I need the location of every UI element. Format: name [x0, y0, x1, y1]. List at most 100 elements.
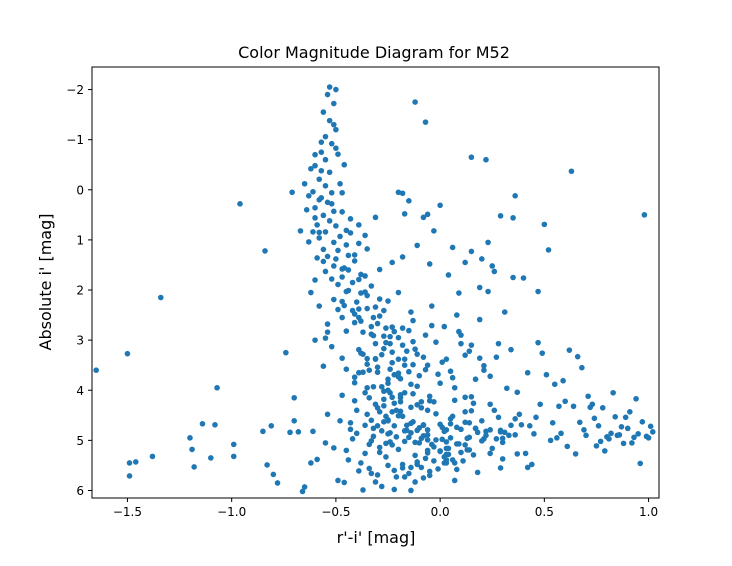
data-point	[391, 486, 398, 493]
data-point	[301, 180, 308, 187]
data-point	[395, 334, 402, 341]
data-point	[420, 422, 427, 428]
y-tick-label: −2	[66, 83, 84, 97]
data-point	[312, 277, 318, 283]
data-point	[437, 380, 443, 387]
data-point	[637, 460, 644, 467]
data-point	[412, 99, 418, 105]
x-axis-label: r'-i' [mag]	[337, 528, 416, 547]
data-point	[322, 229, 329, 235]
data-point	[339, 298, 345, 305]
data-point	[314, 255, 320, 261]
data-point	[449, 244, 456, 251]
data-point	[212, 422, 218, 428]
data-point	[585, 393, 591, 400]
data-point	[370, 425, 377, 432]
data-point	[328, 189, 335, 196]
data-point	[406, 470, 412, 477]
data-point	[408, 464, 414, 471]
data-point	[312, 337, 318, 343]
data-point	[493, 436, 500, 442]
data-point	[539, 350, 546, 356]
plot-frame	[91, 66, 660, 499]
data-point	[353, 430, 360, 437]
data-point	[443, 439, 450, 445]
data-point	[351, 319, 358, 326]
data-point	[645, 435, 652, 441]
data-point	[391, 467, 398, 474]
data-point	[389, 324, 395, 330]
data-point	[535, 288, 541, 295]
data-point	[414, 351, 420, 357]
data-point	[295, 429, 302, 435]
data-point	[387, 439, 393, 445]
data-point	[472, 425, 479, 432]
data-point	[399, 325, 406, 331]
data-point	[529, 461, 535, 468]
data-point	[462, 394, 468, 401]
data-point	[631, 434, 637, 441]
data-point	[322, 268, 329, 275]
data-point	[345, 457, 352, 463]
data-point	[462, 419, 468, 426]
data-point	[157, 294, 164, 301]
data-point	[291, 418, 298, 424]
data-point	[376, 313, 383, 319]
data-point	[443, 356, 450, 362]
data-point	[572, 451, 579, 457]
data-point	[533, 414, 539, 421]
data-point	[479, 418, 485, 424]
data-point	[335, 306, 341, 313]
data-point	[320, 363, 327, 369]
data-point	[491, 407, 498, 414]
data-point	[589, 401, 596, 408]
data-point	[474, 469, 481, 476]
data-point	[451, 460, 458, 466]
data-point	[458, 426, 464, 433]
data-point	[322, 335, 329, 341]
data-point	[512, 193, 518, 199]
data-point	[368, 283, 375, 289]
data-point	[499, 435, 506, 442]
data-point	[328, 276, 335, 282]
data-point	[403, 422, 410, 429]
data-point	[310, 188, 316, 195]
data-point	[602, 448, 608, 454]
data-point	[495, 414, 502, 421]
data-point	[491, 268, 498, 275]
data-point	[627, 409, 633, 415]
y-tick-label: −1	[66, 133, 84, 147]
data-point	[335, 247, 341, 254]
data-point	[458, 449, 464, 456]
x-tick-label: −1.5	[113, 505, 142, 519]
data-point	[376, 266, 383, 273]
data-point	[445, 445, 452, 452]
data-point	[366, 394, 373, 401]
data-point	[424, 362, 431, 368]
data-point	[426, 393, 433, 400]
data-point	[466, 420, 473, 426]
data-point	[374, 320, 381, 327]
data-point	[431, 458, 437, 464]
data-point	[358, 290, 364, 296]
data-point	[497, 465, 504, 471]
data-point	[495, 340, 502, 347]
data-point	[320, 258, 327, 265]
data-point	[395, 289, 402, 296]
data-point	[395, 413, 402, 419]
data-point	[406, 368, 412, 375]
data-point	[439, 359, 446, 365]
data-point	[391, 400, 398, 407]
data-point	[320, 246, 327, 253]
data-point	[381, 307, 387, 314]
data-point	[308, 289, 314, 296]
data-point	[264, 462, 270, 468]
data-point	[381, 419, 387, 425]
data-point	[322, 133, 329, 140]
data-point	[356, 222, 362, 228]
data-point	[395, 356, 402, 362]
data-point	[326, 169, 333, 176]
data-point	[389, 349, 395, 355]
data-point	[597, 438, 604, 445]
data-point	[331, 208, 337, 215]
